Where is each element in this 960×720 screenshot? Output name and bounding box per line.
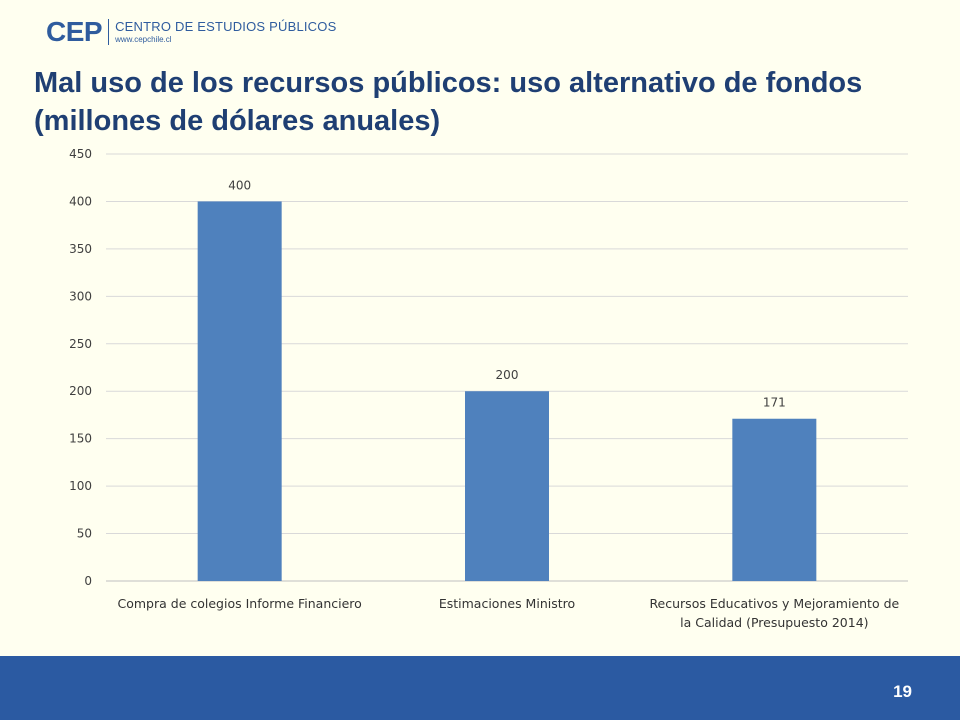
cep-logo: CEP CENTRO DE ESTUDIOS PÚBLICOS www.cepc… [46, 16, 336, 48]
slide-title: Mal uso de los recursos públicos: uso al… [34, 64, 954, 140]
y-tick-label: 450 [69, 147, 92, 161]
bar-chart: 0 50 100 150 200 250 300 350 400 450 400 200 171 Co… [69, 147, 908, 630]
y-tick-label: 100 [69, 479, 92, 493]
y-tick-label: 150 [69, 432, 92, 446]
x-category-label: Compra de colegios Informe Financiero [118, 596, 362, 611]
x-category-label: la Calidad (Presupuesto 2014) [680, 615, 868, 630]
bar [197, 201, 282, 581]
page-number: 19 [893, 682, 912, 701]
y-axis-ticks: 0 50 100 150 200 250 300 350 400 450 [69, 147, 92, 588]
x-axis-categories: Compra de colegios Informe Financiero Est… [118, 596, 900, 630]
y-tick-label: 300 [69, 289, 92, 303]
y-tick-label: 0 [84, 574, 92, 588]
x-category-label: Estimaciones Ministro [439, 596, 575, 611]
slide-title-line-1: Mal uso de los recursos públicos: uso al… [34, 67, 863, 99]
data-label: 400 [228, 178, 251, 192]
logo-url: www.cepchile.cl [115, 34, 172, 44]
y-tick-label: 250 [69, 337, 92, 351]
x-category-label: Recursos Educativos y Mejoramiento de [649, 596, 899, 611]
y-tick-label: 400 [69, 194, 92, 208]
logo-mark: CEP [46, 16, 103, 47]
data-label: 200 [496, 368, 519, 382]
y-tick-label: 350 [69, 242, 92, 256]
y-tick-label: 50 [77, 527, 92, 541]
bar [732, 418, 817, 581]
logo-name: CENTRO DE ESTUDIOS PÚBLICOS [115, 18, 337, 34]
data-labels: 400 200 171 [228, 178, 786, 409]
data-label: 171 [763, 396, 786, 410]
footer-band: 19 [0, 656, 960, 720]
logo-divider [108, 19, 110, 45]
bar [465, 391, 549, 581]
slide-title-line-2: (millones de dólares anuales) [34, 105, 441, 137]
chart-bars [197, 201, 817, 581]
logo-text: CENTRO DE ESTUDIOS PÚBLICOS www.cepchile… [115, 18, 337, 45]
y-tick-label: 200 [69, 384, 92, 398]
